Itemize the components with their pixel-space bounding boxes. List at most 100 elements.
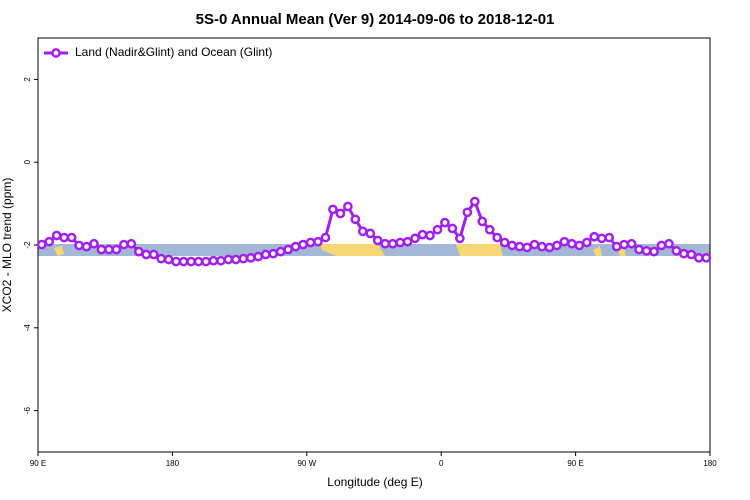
data-point bbox=[477, 216, 488, 227]
data-point bbox=[522, 242, 532, 253]
data-point bbox=[260, 249, 271, 260]
data-point bbox=[305, 237, 316, 248]
data-point bbox=[275, 246, 286, 257]
y-tick-label: -6 bbox=[23, 406, 32, 414]
data-point bbox=[96, 244, 107, 255]
x-axis-label: Longitude (deg E) bbox=[327, 475, 422, 489]
data-point bbox=[372, 235, 383, 246]
data-point bbox=[402, 236, 413, 247]
data-point bbox=[193, 256, 204, 267]
data-point bbox=[268, 248, 279, 259]
data-point bbox=[141, 249, 152, 260]
data-point bbox=[186, 256, 196, 267]
data-point bbox=[492, 232, 503, 243]
data-point bbox=[320, 232, 331, 243]
data-point bbox=[544, 242, 555, 253]
data-point bbox=[156, 253, 167, 264]
data-point bbox=[59, 232, 69, 243]
data-point bbox=[74, 240, 84, 251]
data-point bbox=[36, 239, 47, 250]
data-point bbox=[343, 201, 353, 212]
data-point bbox=[163, 254, 174, 265]
data-point bbox=[290, 241, 301, 252]
y-tick-label: 2 bbox=[23, 77, 32, 82]
data-point bbox=[499, 237, 510, 248]
data-point bbox=[89, 238, 99, 249]
y-tick-label: -4 bbox=[23, 324, 32, 332]
legend-label: Land (Nadir&Glint) and Ocean (Glint) bbox=[75, 45, 272, 59]
data-point bbox=[507, 240, 517, 251]
data-point bbox=[567, 238, 577, 249]
data-point bbox=[328, 204, 338, 215]
data-point bbox=[178, 256, 189, 267]
data-point bbox=[231, 254, 241, 265]
data-point bbox=[119, 239, 129, 250]
data-point bbox=[298, 239, 308, 250]
data-point bbox=[514, 241, 525, 252]
data-point bbox=[238, 253, 249, 264]
data-point bbox=[656, 240, 667, 251]
data-point bbox=[679, 248, 689, 259]
data-point bbox=[574, 240, 585, 251]
data-point bbox=[283, 244, 293, 255]
data-point bbox=[111, 244, 122, 255]
data-point bbox=[619, 239, 629, 250]
data-point bbox=[253, 251, 264, 262]
data-point bbox=[469, 196, 480, 207]
data-point bbox=[589, 231, 600, 242]
data-point bbox=[425, 230, 435, 241]
data-point bbox=[133, 246, 144, 257]
x-tick-label: 180 bbox=[166, 459, 180, 468]
data-point bbox=[216, 255, 226, 266]
data-point bbox=[104, 244, 114, 255]
data-point bbox=[395, 237, 405, 248]
data-point bbox=[417, 229, 428, 240]
legend-marker bbox=[51, 48, 61, 58]
data-point bbox=[559, 236, 570, 247]
data-point bbox=[693, 252, 704, 263]
data-point bbox=[604, 232, 615, 243]
data-point bbox=[245, 252, 256, 263]
data-point bbox=[365, 228, 376, 239]
data-point bbox=[671, 245, 682, 256]
data-point bbox=[440, 217, 450, 228]
data-point bbox=[357, 226, 368, 237]
data-point bbox=[529, 239, 540, 250]
data-point bbox=[380, 238, 391, 249]
data-point bbox=[335, 208, 346, 219]
data-point bbox=[462, 207, 473, 218]
x-tick-label: 0 bbox=[439, 459, 444, 468]
x-tick-label: 90 W bbox=[297, 459, 316, 468]
data-point bbox=[313, 236, 323, 247]
data-point bbox=[432, 224, 443, 235]
data-point bbox=[581, 237, 592, 248]
data-point bbox=[171, 256, 181, 267]
y-axis-label: XCO2 - MLO trend (ppm) bbox=[0, 178, 14, 313]
data-point bbox=[148, 249, 159, 260]
data-point bbox=[552, 240, 562, 251]
data-point bbox=[686, 249, 697, 260]
y-tick-label: 0 bbox=[23, 159, 32, 164]
chart-title: 5S-0 Annual Mean (Ver 9) 2014-09-06 to 2… bbox=[196, 11, 555, 28]
data-point bbox=[701, 252, 712, 263]
data-point bbox=[641, 245, 652, 256]
data-point bbox=[611, 241, 622, 252]
data-point bbox=[387, 238, 398, 249]
data-point bbox=[81, 241, 92, 252]
data-point bbox=[66, 232, 77, 243]
x-tick-label: 180 bbox=[703, 459, 717, 468]
data-point bbox=[634, 244, 644, 255]
x-tick-label: 90 E bbox=[30, 459, 46, 468]
data-point bbox=[350, 214, 361, 225]
data-point bbox=[664, 238, 674, 249]
data-point bbox=[626, 238, 637, 249]
data-point bbox=[649, 246, 659, 257]
data-point bbox=[410, 233, 420, 244]
data-point bbox=[223, 254, 234, 265]
data-point bbox=[537, 241, 547, 252]
data-point bbox=[126, 238, 137, 249]
data-point bbox=[208, 255, 219, 266]
y-tick-label: -2 bbox=[23, 241, 32, 249]
data-point bbox=[596, 233, 607, 244]
data-point bbox=[51, 230, 62, 241]
